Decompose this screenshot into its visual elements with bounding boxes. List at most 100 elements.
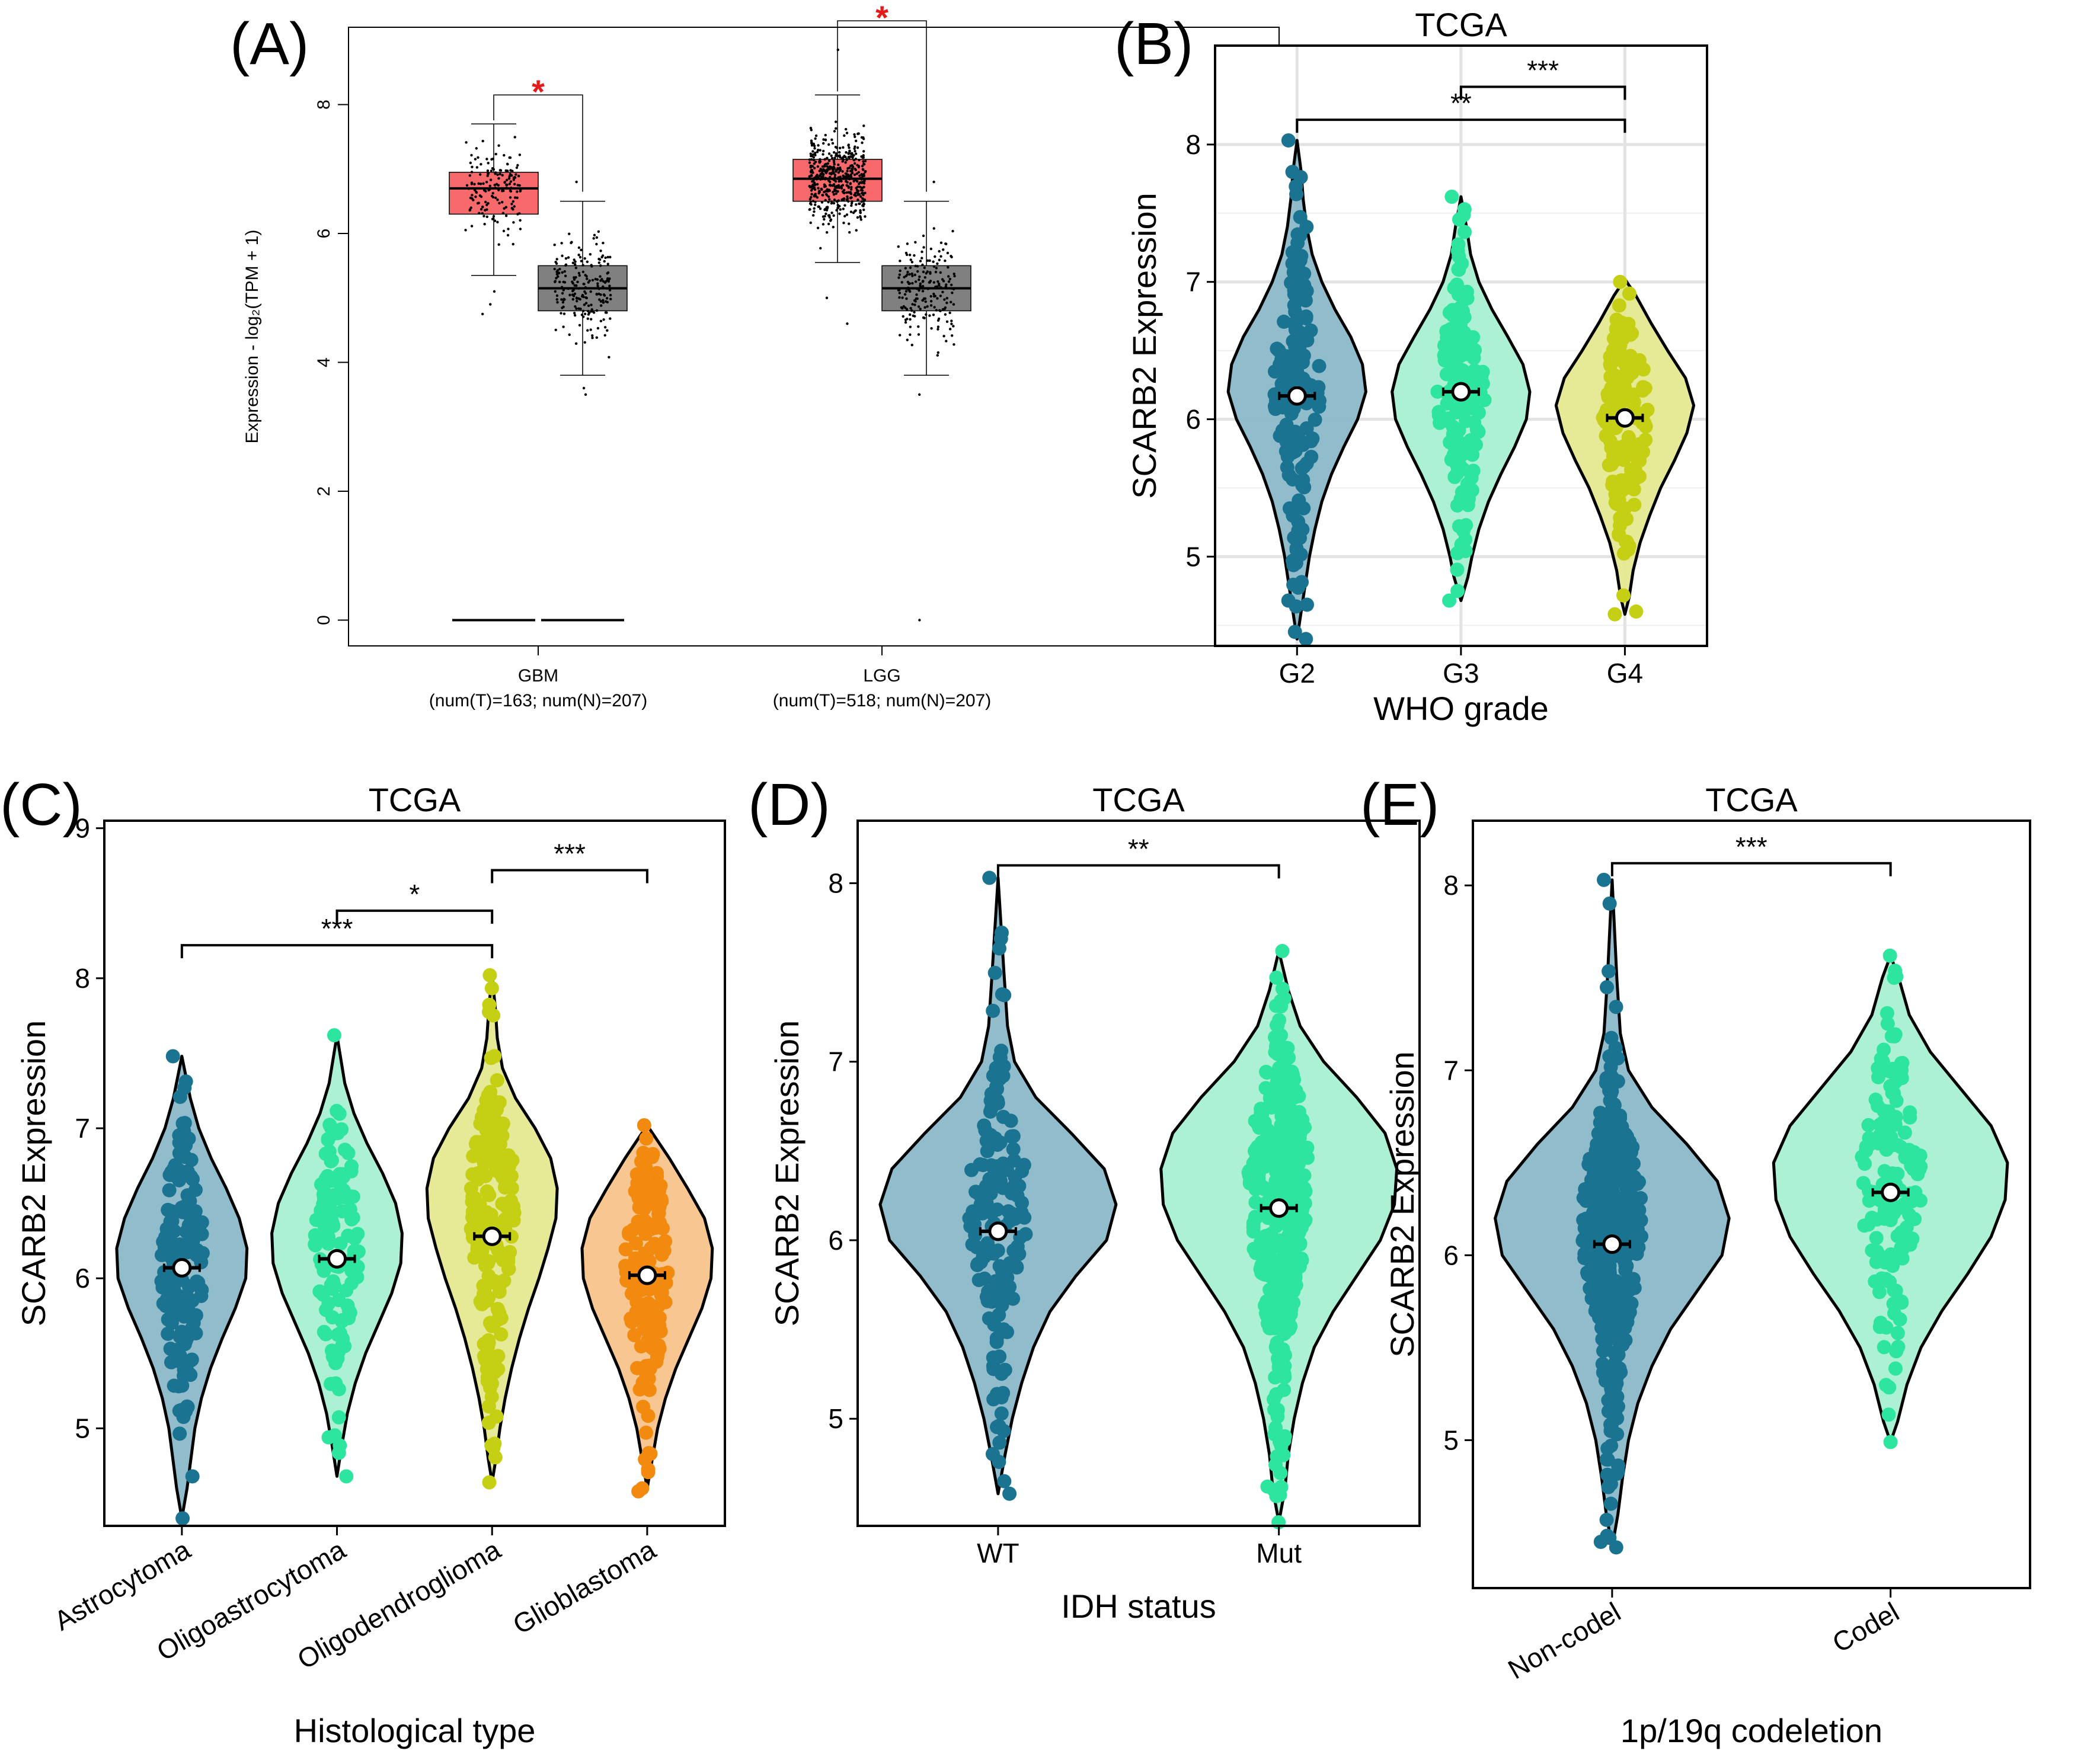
data-point: [494, 171, 497, 174]
data-point: [1433, 415, 1447, 430]
data-point: [824, 162, 827, 166]
data-point: [1610, 1458, 1625, 1473]
data-point: [837, 171, 840, 174]
data-point: [1588, 1166, 1603, 1181]
data-point: [1284, 1068, 1299, 1083]
data-point: [814, 160, 817, 164]
data-point: [809, 221, 812, 225]
data-point: [480, 207, 483, 211]
data-point: [599, 319, 603, 323]
data-point: [175, 1407, 190, 1422]
data-point: [505, 186, 508, 189]
data-point: [1310, 386, 1325, 401]
data-point: [554, 280, 557, 283]
data-point: [1291, 1189, 1306, 1204]
data-point: [608, 289, 612, 292]
data-point: [992, 1435, 1007, 1450]
data-point: [591, 336, 594, 340]
data-point: [827, 195, 830, 199]
data-point: [906, 286, 910, 289]
data-point: [822, 223, 825, 226]
data-point: [1284, 1173, 1299, 1188]
data-point: [951, 291, 954, 295]
data-point: [1627, 1170, 1642, 1185]
data-point: [859, 195, 862, 198]
data-point: [1578, 1193, 1593, 1208]
data-point: [824, 199, 827, 202]
outlier-point: [1442, 593, 1457, 608]
data-point: [1294, 248, 1309, 263]
data-point: [849, 193, 853, 196]
data-point: [477, 156, 480, 159]
outlier-point: [1609, 1540, 1623, 1555]
data-point: [634, 1282, 649, 1297]
box-GBM-N: [538, 180, 628, 396]
data-point: [498, 169, 502, 172]
outlier-point: [185, 1469, 200, 1484]
data-point: [489, 1409, 504, 1424]
data-point: [950, 300, 952, 304]
data-point: [909, 307, 912, 310]
data-point: [1269, 1489, 1284, 1503]
x-tick-label: WT: [977, 1538, 1019, 1569]
data-point: [828, 198, 831, 201]
panel-C: (C) TCGA 5 6 7 8 9 SCARB2 Expression Astrocytoma…: [0, 772, 726, 1749]
data-point: [335, 1167, 350, 1182]
data-point: [513, 176, 517, 179]
data-point: [1287, 530, 1302, 545]
data-point: [854, 178, 857, 181]
data-point: [1281, 1322, 1296, 1337]
significance-bracket: [837, 20, 927, 192]
data-point: [562, 289, 565, 292]
data-point: [848, 149, 851, 152]
data-point: [567, 256, 570, 259]
data-point: [811, 187, 814, 190]
data-point: [921, 263, 924, 267]
data-point: [519, 219, 522, 222]
data-point: [485, 158, 488, 161]
data-point: [504, 1181, 519, 1196]
data-point: [506, 162, 509, 166]
data-point: [487, 161, 490, 165]
data-point: [174, 1247, 188, 1262]
data-point: [175, 1116, 190, 1131]
data-point: [570, 241, 573, 244]
data-point: [842, 174, 845, 177]
data-point: [498, 172, 501, 175]
data-point: [1450, 498, 1465, 513]
comparison-bracket: [491, 869, 648, 884]
data-point: [811, 153, 815, 156]
data-point: [898, 292, 902, 295]
data-point: [947, 275, 950, 278]
data-point: [509, 180, 513, 183]
data-point: [842, 146, 845, 149]
data-point: [944, 242, 947, 245]
data-point: [950, 322, 953, 325]
y-tick-label: 8: [1443, 870, 1459, 901]
data-point: [814, 137, 817, 140]
data-point: [860, 191, 864, 195]
comparison-bracket: [1610, 862, 1892, 876]
data-point: [952, 343, 955, 346]
y-tick-label: 7: [75, 1113, 90, 1144]
data-point: [321, 1236, 335, 1251]
panel-A: (A) 0 2 4 6 8 Expression - log₂(TPM + 1) GBM (nu…: [230, 0, 1280, 710]
data-point: [1299, 309, 1313, 324]
data-point: [922, 234, 925, 238]
data-point: [488, 184, 491, 188]
data-point: [1270, 1218, 1284, 1233]
data-point: [820, 168, 823, 171]
data-point: [591, 334, 594, 337]
data-point: [862, 208, 865, 212]
data-point: [862, 160, 865, 163]
data-point: [328, 1356, 343, 1371]
data-point: [568, 333, 571, 337]
data-point: [1629, 1246, 1644, 1261]
comparison-label: *: [409, 879, 420, 910]
data-point: [917, 305, 920, 308]
data-point: [1616, 588, 1631, 603]
data-point: [923, 306, 926, 309]
data-point: [853, 147, 856, 150]
y-tick-label: 5: [828, 1403, 843, 1434]
data-point: [491, 191, 494, 195]
